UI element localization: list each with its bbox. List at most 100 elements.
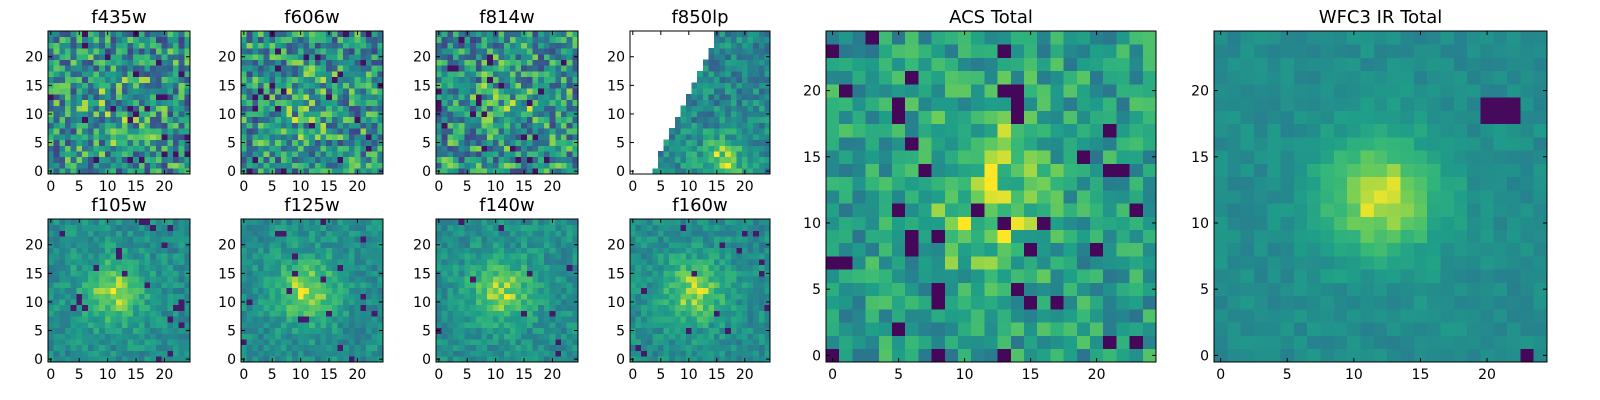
heatmap-cell xyxy=(458,356,465,363)
heatmap-cell xyxy=(487,327,494,334)
heatmap-cell xyxy=(492,230,499,237)
heatmap-cell xyxy=(93,259,100,266)
heatmap-cell xyxy=(714,344,720,351)
heatmap-cell xyxy=(441,276,448,283)
heatmap-cell xyxy=(286,82,293,89)
heatmap-cell xyxy=(549,59,556,66)
heatmap-cell xyxy=(753,316,760,323)
heatmap-cell xyxy=(76,304,83,311)
heatmap-cell xyxy=(475,344,482,351)
heatmap-cell xyxy=(348,156,355,163)
heatmap-cell xyxy=(742,344,748,351)
heatmap-cell xyxy=(669,162,676,169)
heatmap-cell xyxy=(309,253,316,260)
heatmap-cell xyxy=(337,42,344,49)
heatmap-cell xyxy=(736,224,743,231)
heatmap-cell xyxy=(504,224,511,231)
heatmap-cell xyxy=(133,88,140,95)
heatmap-cell xyxy=(99,139,106,146)
heatmap-cell xyxy=(498,151,505,158)
heatmap-cell xyxy=(538,299,545,306)
heatmap-cell xyxy=(326,321,333,329)
heatmap-cell xyxy=(121,76,128,83)
heatmap-cell xyxy=(309,270,316,277)
heatmap-cell xyxy=(719,82,726,89)
heatmap-cell xyxy=(526,99,533,106)
heatmap-cell xyxy=(167,270,174,277)
heatmap-cell xyxy=(252,219,259,226)
heatmap-cell xyxy=(371,88,378,95)
heatmap-cell xyxy=(538,236,545,243)
heatmap-cell xyxy=(172,42,180,49)
heatmap-cell xyxy=(730,259,737,266)
heatmap-cell xyxy=(167,105,174,112)
heatmap-cell xyxy=(549,105,556,112)
heatmap-cell xyxy=(246,128,253,135)
heatmap-cell xyxy=(59,105,66,112)
heatmap-cell xyxy=(138,224,145,231)
heatmap-cell xyxy=(515,162,522,169)
heatmap-cell xyxy=(646,230,653,237)
heatmap-cell xyxy=(172,128,180,135)
heatmap-cell xyxy=(555,350,562,357)
heatmap-cell xyxy=(127,259,134,266)
heatmap-cell xyxy=(286,270,293,277)
heatmap-cell xyxy=(538,333,545,340)
heatmap-cell xyxy=(560,99,568,106)
heatmap-cell xyxy=(53,36,60,43)
heatmap-cell xyxy=(246,156,253,163)
heatmap-cell xyxy=(320,299,327,306)
heatmap-cell xyxy=(87,327,94,334)
heatmap-cell xyxy=(246,48,253,55)
heatmap-cell xyxy=(560,344,568,351)
heatmap-cell xyxy=(76,253,83,260)
heatmap-cell xyxy=(686,339,692,346)
heatmap-cell xyxy=(138,350,145,357)
heatmap-cell xyxy=(172,76,180,83)
heatmap-cell xyxy=(758,293,765,300)
heatmap-cell xyxy=(555,253,562,260)
heatmap-cell xyxy=(498,145,505,152)
heatmap-cell xyxy=(521,88,528,95)
heatmap-cell xyxy=(269,281,276,289)
heatmap-cell xyxy=(549,333,556,340)
heatmap-cell xyxy=(719,151,726,158)
heatmap-cell xyxy=(82,321,89,329)
heatmap-cell xyxy=(498,48,505,55)
heatmap-cell xyxy=(59,151,66,158)
heatmap-cell xyxy=(150,168,157,175)
heatmap-cell xyxy=(82,139,89,146)
heatmap-cell xyxy=(354,99,361,106)
heatmap-cell xyxy=(702,145,709,152)
heatmap-cell xyxy=(348,230,355,237)
heatmap-cell xyxy=(138,93,145,101)
heatmap-cell xyxy=(447,339,454,346)
heatmap-cell xyxy=(65,65,72,72)
heatmap-cell xyxy=(70,59,77,66)
heatmap-cell xyxy=(686,151,692,158)
heatmap-cell xyxy=(646,287,653,294)
heatmap-cell xyxy=(509,82,516,89)
heatmap-cell xyxy=(87,151,94,158)
heatmap-cell xyxy=(753,105,760,112)
heatmap-cell xyxy=(138,264,145,271)
heatmap-cell xyxy=(241,99,248,106)
heatmap-cell xyxy=(697,156,704,163)
heatmap-cell xyxy=(498,327,505,334)
heatmap-cell xyxy=(441,31,448,38)
heatmap-cell xyxy=(93,145,100,152)
heatmap-cell xyxy=(470,31,477,38)
heatmap-cell xyxy=(331,356,338,363)
heatmap-cell xyxy=(275,139,282,146)
heatmap-cell xyxy=(453,321,460,329)
heatmap-cell xyxy=(635,316,642,323)
heatmap-cell xyxy=(127,304,134,311)
heatmap-cell xyxy=(470,93,477,101)
heatmap-cell xyxy=(104,162,111,169)
heatmap-cell xyxy=(365,281,373,289)
heatmap-cell xyxy=(515,82,522,89)
heatmap-cell xyxy=(99,350,106,357)
heatmap-cell xyxy=(646,293,653,300)
heatmap-cell xyxy=(764,151,771,158)
heatmap-cell xyxy=(447,133,454,141)
